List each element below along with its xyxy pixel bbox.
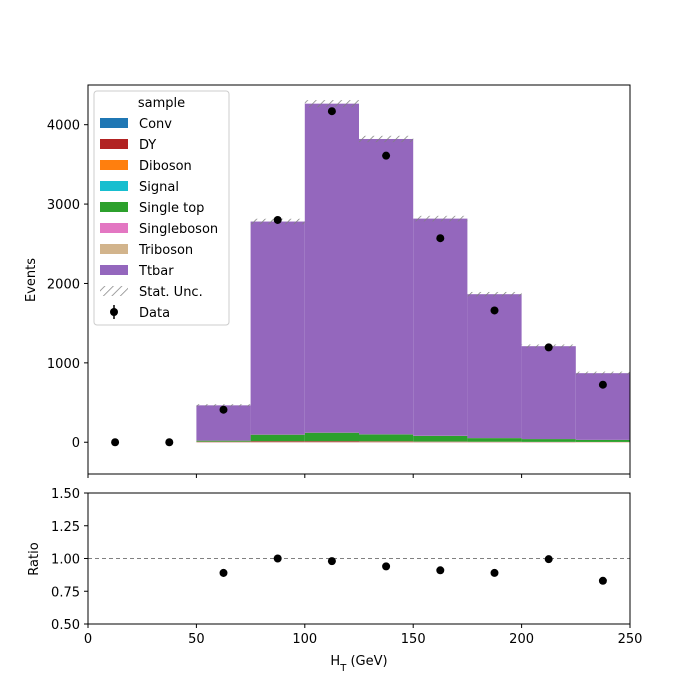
bar-dy: [304, 441, 359, 443]
legend-label-diboson: Diboson: [139, 159, 192, 174]
x-tick-label: 200: [509, 632, 534, 647]
x-tick-label: 0: [84, 632, 92, 647]
legend-label-signal: Signal: [139, 180, 179, 195]
x-tick-label: 150: [401, 632, 426, 647]
ratio-point: [490, 568, 499, 577]
y-tick-label: 0.75: [51, 585, 80, 600]
legend-swatch-ttbar: [100, 265, 128, 275]
data-point: [111, 438, 120, 447]
ratio-points: [219, 554, 607, 585]
legend-label-singleboson: Singleboson: [139, 222, 218, 237]
y-tick-label: 1.25: [51, 520, 80, 535]
data-point: [598, 380, 607, 389]
main-y-axis-label: Events: [24, 258, 39, 302]
bar-single-top: [413, 435, 468, 442]
bar-single-top: [521, 439, 576, 442]
legend-label-ttbar: Ttbar: [138, 264, 174, 279]
main-x-ticks: [87, 474, 631, 478]
stat-unc-band: [413, 215, 468, 222]
bar-ttbar: [359, 138, 414, 435]
bar-ttbar: [521, 346, 576, 439]
bar-single-top: [196, 440, 251, 442]
y-tick-label: 1.50: [51, 487, 80, 502]
main-plot-panel: 0 1000 2000 3000 4000 Events sample Conv DY Dib…: [24, 84, 631, 478]
main-y-ticks: 0 1000 2000 3000 4000: [47, 119, 88, 451]
ratio-point: [598, 576, 607, 585]
legend: sample Conv DY Diboson Signal Single top Singl…: [93, 90, 230, 326]
bar-single-top: [467, 438, 522, 442]
bar-single-top: [359, 434, 414, 442]
data-point: [544, 343, 553, 352]
stat-unc-band: [304, 100, 359, 108]
ratio-point: [544, 555, 553, 564]
bar-ttbar: [304, 103, 359, 433]
y-tick-label: 2000: [47, 277, 80, 292]
bar-dy: [250, 441, 305, 443]
x-tick-label: 100: [292, 632, 317, 647]
stacked-histogram-bars: [196, 103, 630, 443]
data-point: [382, 151, 391, 160]
legend-swatch-signal: [100, 181, 128, 191]
y-tick-label: 1000: [47, 357, 80, 372]
legend-label-single-top: Single top: [139, 201, 204, 216]
ratio-x-ticks: 0 50 100 150 200 250: [84, 624, 643, 647]
legend-swatch-conv: [100, 118, 128, 128]
bar-ttbar: [467, 294, 522, 439]
ratio-point: [273, 554, 282, 563]
legend-label-conv: Conv: [139, 117, 172, 132]
legend-marker-data: [110, 308, 118, 316]
stat-unc-band: [575, 371, 630, 375]
y-tick-label: 1.00: [51, 553, 80, 568]
stat-unc-band: [196, 404, 251, 407]
ratio-y-axis-label: Ratio: [27, 542, 42, 575]
data-point: [219, 405, 228, 414]
bar-single-top: [575, 439, 630, 442]
x-axis-label: HT (GeV): [330, 654, 387, 674]
x-tick-label: 50: [188, 632, 205, 647]
data-points: [111, 107, 607, 447]
y-tick-label: 4000: [47, 119, 80, 134]
ratio-point: [327, 557, 336, 566]
y-tick-label: 0.50: [51, 618, 80, 633]
ratio-plot-panel: 0.50 0.75 1.00 1.25 1.50 0 50 100 150 200 250 Rat…: [27, 487, 642, 674]
data-point: [327, 107, 336, 116]
data-point: [165, 438, 174, 447]
ratio-point: [382, 562, 391, 571]
data-point: [436, 234, 445, 243]
legend-swatch-singleboson: [100, 223, 128, 233]
bar-dy: [359, 441, 414, 443]
legend-swatch-diboson: [100, 160, 128, 170]
ratio-point: [219, 568, 228, 577]
legend-swatch-triboson: [100, 244, 128, 254]
ratio-point: [436, 566, 445, 575]
legend-swatch-stat-unc: [100, 286, 128, 296]
bar-single-top: [250, 434, 305, 442]
data-point: [273, 215, 282, 224]
y-tick-label: 0: [72, 436, 80, 451]
bar-single-top: [304, 432, 359, 442]
data-point: [490, 306, 499, 315]
y-tick-label: 3000: [47, 198, 80, 213]
legend-label-dy: DY: [139, 138, 156, 153]
legend-swatch-dy: [100, 139, 128, 149]
legend-label-stat-unc: Stat. Unc.: [139, 285, 203, 300]
legend-swatch-single-top: [100, 202, 128, 212]
legend-label-data: Data: [139, 306, 170, 321]
ratio-y-ticks: 0.50 0.75 1.00 1.25 1.50: [51, 487, 88, 633]
stat-unc-band: [467, 291, 522, 297]
bar-ttbar: [413, 218, 468, 436]
legend-title: sample: [138, 96, 185, 111]
legend-label-triboson: Triboson: [138, 243, 193, 258]
bar-ttbar: [250, 221, 305, 435]
x-tick-label: 250: [618, 632, 643, 647]
stat-unc-band: [359, 135, 414, 143]
main-plot-frame: [87, 84, 631, 475]
